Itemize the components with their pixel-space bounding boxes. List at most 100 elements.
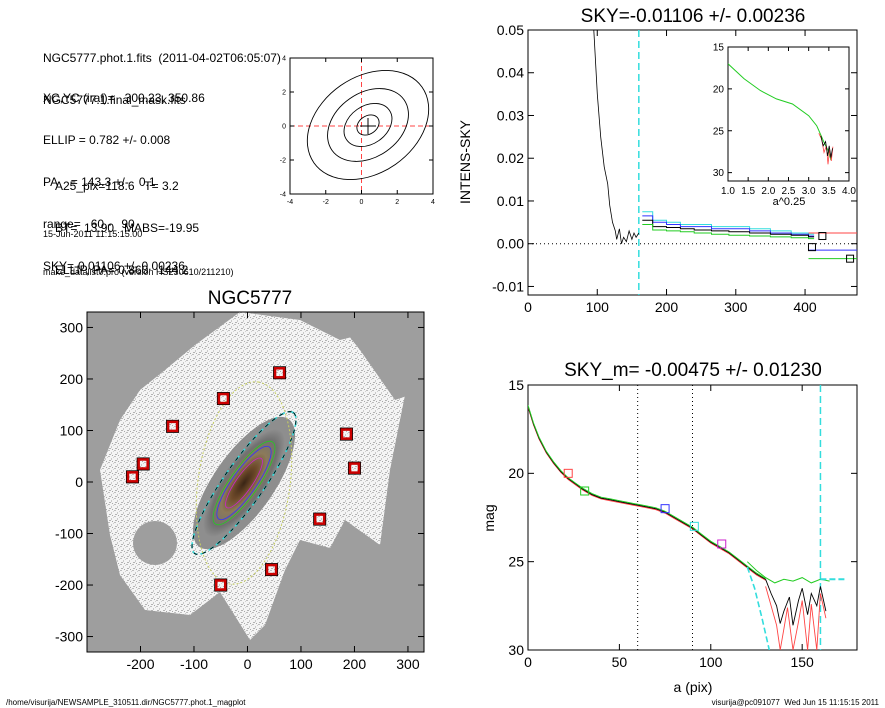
y-tick-label: 100 — [60, 422, 84, 438]
y-tick-label: 0 — [282, 123, 286, 130]
y-tick-label: 0.04 — [497, 65, 524, 81]
sky-profile-line — [593, 30, 640, 244]
y-tick-label: 0.05 — [497, 22, 524, 38]
y-tick-label: -4 — [280, 191, 286, 198]
mag-xlabel: a (pix) — [674, 679, 713, 695]
mag-tail-red — [765, 586, 827, 650]
mag-cyan-fit — [746, 566, 771, 650]
y-tick-label: 0.03 — [497, 107, 524, 123]
mag-profile-green — [528, 405, 766, 579]
sky-box-outer — [265, 563, 279, 577]
contour-level-3 — [327, 88, 409, 162]
mag-title: SKY_m= -0.00475 +/- 0.01230 — [564, 360, 822, 381]
x-tick-label: 2.5 — [782, 186, 796, 197]
sky-step-green — [642, 224, 815, 240]
x-tick-label: 0 — [244, 656, 252, 672]
mag-marker-green — [580, 486, 590, 496]
sky-box-outer — [136, 457, 150, 471]
y-tick-label: 30 — [508, 642, 524, 658]
sky-tail-box — [818, 232, 827, 241]
sky-box — [273, 367, 286, 379]
mag-tail-black — [765, 579, 827, 626]
x-tick-label: 2 — [395, 199, 399, 206]
galaxy-ellipse-cyan — [191, 410, 297, 556]
sky-ylabel: INTENS-SKY — [457, 119, 473, 204]
inset-plot-area — [728, 63, 834, 165]
y-tick-label: 2 — [282, 89, 286, 96]
fit-ellip: ELLIP = 0.782 +/- 0.008 — [43, 133, 171, 147]
y-tick-label: 200 — [60, 371, 84, 387]
sky-panel: SKY=-0.01106 +/- 0.00236 INTENS-SKY 0 100… — [457, 6, 858, 315]
contour-level-2 — [343, 102, 393, 148]
sky-title: SKY=-0.01106 +/- 0.00236 — [581, 6, 806, 27]
x-tick-label: 100 — [289, 656, 313, 672]
y-tick-label: -0.01 — [492, 278, 524, 294]
footer-path: /home/visurija/NEWSAMPLE_310511.dir/NGC5… — [6, 698, 246, 707]
x-tick-label: 300 — [724, 299, 748, 315]
mag-frame — [527, 384, 858, 651]
galaxy-isophote-green — [212, 440, 276, 526]
image-axis-ticks: -200 -100 0 100 200 300 300 200 100 0 -100 -200 -300 — [55, 312, 424, 672]
contour-axis-ticks: -4 -2 0 2 4 4 2 0 -2 -4 — [280, 55, 435, 206]
y-tick-label: -100 — [55, 525, 83, 541]
x-tick-label: 100 — [586, 299, 610, 315]
inset-tail-black — [820, 135, 833, 158]
image-frame — [86, 311, 425, 653]
x-tick-label: 1.5 — [741, 186, 755, 197]
galaxy-isophote-magenta — [225, 457, 263, 509]
inset-axis-ticks: 1.0 1.5 2.0 2.5 3.0 3.5 4.0 15 20 25 30 — [713, 43, 857, 198]
x-tick-label: 3.5 — [822, 186, 836, 197]
sky-box — [137, 458, 149, 470]
x-tick-label: 300 — [396, 656, 420, 672]
x-tick-label: 4.0 — [842, 186, 856, 197]
footer-user: visurija@pc091077 Wed Jun 15 11:15:15 20… — [711, 698, 879, 707]
y-tick-label: 15 — [508, 377, 524, 393]
sky-box — [265, 563, 278, 576]
fit-pa: PA = 143.3 +/- 0.1 — [43, 175, 156, 189]
x-tick-label: 1.0 — [721, 186, 735, 197]
x-tick-label: 400 — [793, 299, 817, 315]
run-date: 15-Jun-2011 11:15:15.00 — [43, 229, 143, 239]
x-tick-label: 100 — [699, 654, 723, 670]
mag-axis-ticks: 0 50 100 150 15 20 25 30 — [508, 377, 857, 670]
sky-box-outer — [125, 470, 139, 484]
image-background — [87, 312, 424, 652]
galaxy-ellipse-black — [191, 411, 297, 555]
x-tick-label: 200 — [343, 656, 367, 672]
y-tick-label: 4 — [282, 55, 286, 62]
mag-tail-green — [746, 561, 830, 584]
mag-plot-area — [528, 385, 846, 650]
image-masked-hole — [133, 521, 177, 565]
galaxy-ellipse-yellow — [195, 381, 293, 585]
y-tick-label: 20 — [713, 84, 725, 95]
x-tick-label: -100 — [180, 656, 208, 672]
galaxy-isophote-blue — [216, 445, 272, 521]
mag-marker-cyan — [689, 521, 699, 531]
mask-file-line: NGC5777.1.final_mask.fits — [43, 93, 186, 107]
inset-profile-green — [728, 63, 832, 161]
x-tick-label: 50 — [612, 654, 628, 670]
mag-marker-magenta — [717, 539, 727, 549]
mag-marker-red — [563, 468, 573, 478]
y-tick-label: 15 — [713, 43, 725, 54]
fits-file-line: NGC5777.phot.1.fits (2011-04-02T06:05:07… — [43, 51, 281, 65]
sky-frame — [527, 29, 858, 296]
sky-tail-box — [846, 254, 855, 263]
x-tick-label: 4 — [431, 199, 435, 206]
image-masked-corner — [330, 312, 424, 400]
inset-tail-red — [818, 133, 834, 165]
x-tick-label: 150 — [790, 654, 814, 670]
x-tick-label: 200 — [655, 299, 679, 315]
image-title: NGC5777 — [208, 288, 293, 309]
sky-axis-ticks: 0 100 200 300 400 0.05 0.04 0.03 0.02 0.01 0.00 -0.… — [492, 22, 857, 315]
y-tick-label: -200 — [55, 577, 83, 593]
x-tick-label: 0 — [360, 199, 364, 206]
mag-profile-red — [528, 406, 766, 581]
sky-box-outer — [339, 427, 353, 441]
mag-marker-blue — [660, 504, 670, 514]
fit-sky: SKY=-0.01106 +/- 0.00236 — [43, 259, 185, 273]
sky-box-outer — [273, 366, 287, 380]
sky-box — [313, 513, 326, 525]
y-tick-label: 300 — [60, 319, 84, 335]
contour-panel: -4 -2 0 2 4 4 2 0 -2 -4 — [280, 55, 435, 206]
